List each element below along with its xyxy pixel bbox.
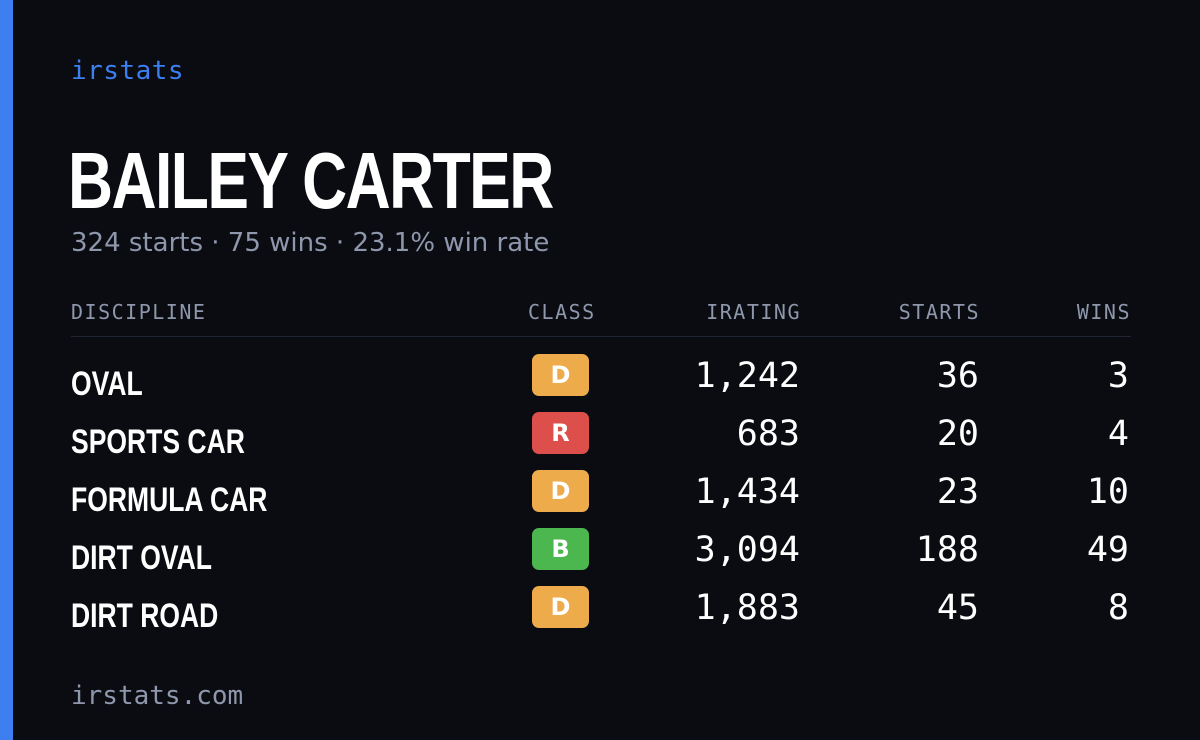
brand-logo-text: irstats [71, 56, 185, 86]
driver-name: BAILEY CARTER [68, 136, 554, 225]
header-irating: IRATING [706, 300, 801, 324]
starts-value: 23 [936, 472, 979, 512]
header-discipline: DISCIPLINE [71, 300, 207, 324]
discipline-name: FORMULA CAR [71, 481, 268, 519]
header-wins: WINS [1076, 300, 1131, 324]
wins-value: 49 [1086, 530, 1129, 570]
discipline-name: DIRT OVAL [71, 539, 212, 577]
table-row: FORMULA CAR D 1,434 23 10 [71, 470, 1131, 528]
wins-value: 10 [1086, 472, 1129, 512]
class-badge: D [532, 470, 589, 512]
irating-value: 683 [736, 414, 800, 454]
class-badge: D [532, 354, 589, 396]
header-class: CLASS [528, 300, 596, 324]
class-badge: D [532, 586, 589, 628]
wins-value: 3 [1107, 356, 1129, 396]
discipline-name: SPORTS CAR [71, 423, 245, 461]
table-row: DIRT ROAD D 1,883 45 8 [71, 586, 1131, 644]
table-row: OVAL D 1,242 36 3 [71, 354, 1131, 412]
class-badge: B [532, 528, 589, 570]
wins-value: 8 [1107, 588, 1129, 628]
irating-value: 1,883 [694, 588, 800, 628]
accent-bar [0, 0, 13, 740]
discipline-name: DIRT ROAD [71, 597, 219, 635]
irating-value: 1,434 [694, 472, 800, 512]
stats-table: DISCIPLINE CLASS IRATING STARTS WINS OVA… [71, 298, 1131, 644]
table-row: DIRT OVAL B 3,094 188 49 [71, 528, 1131, 586]
driver-summary: 324 starts · 75 wins · 23.1% win rate [71, 228, 550, 258]
table-body: OVAL D 1,242 36 3 SPORTS CAR R 683 20 4 … [71, 354, 1131, 644]
starts-value: 36 [936, 356, 979, 396]
starts-value: 45 [936, 588, 979, 628]
header-starts: STARTS [898, 300, 980, 324]
irating-value: 3,094 [694, 530, 800, 570]
wins-value: 4 [1107, 414, 1129, 454]
class-badge: R [532, 412, 589, 454]
table-row: SPORTS CAR R 683 20 4 [71, 412, 1131, 470]
table-header: DISCIPLINE CLASS IRATING STARTS WINS [71, 298, 1131, 337]
starts-value: 20 [936, 414, 979, 454]
starts-value: 188 [915, 530, 979, 570]
footer-domain: irstats.com [71, 681, 244, 711]
discipline-name: OVAL [71, 365, 143, 403]
irating-value: 1,242 [694, 356, 800, 396]
